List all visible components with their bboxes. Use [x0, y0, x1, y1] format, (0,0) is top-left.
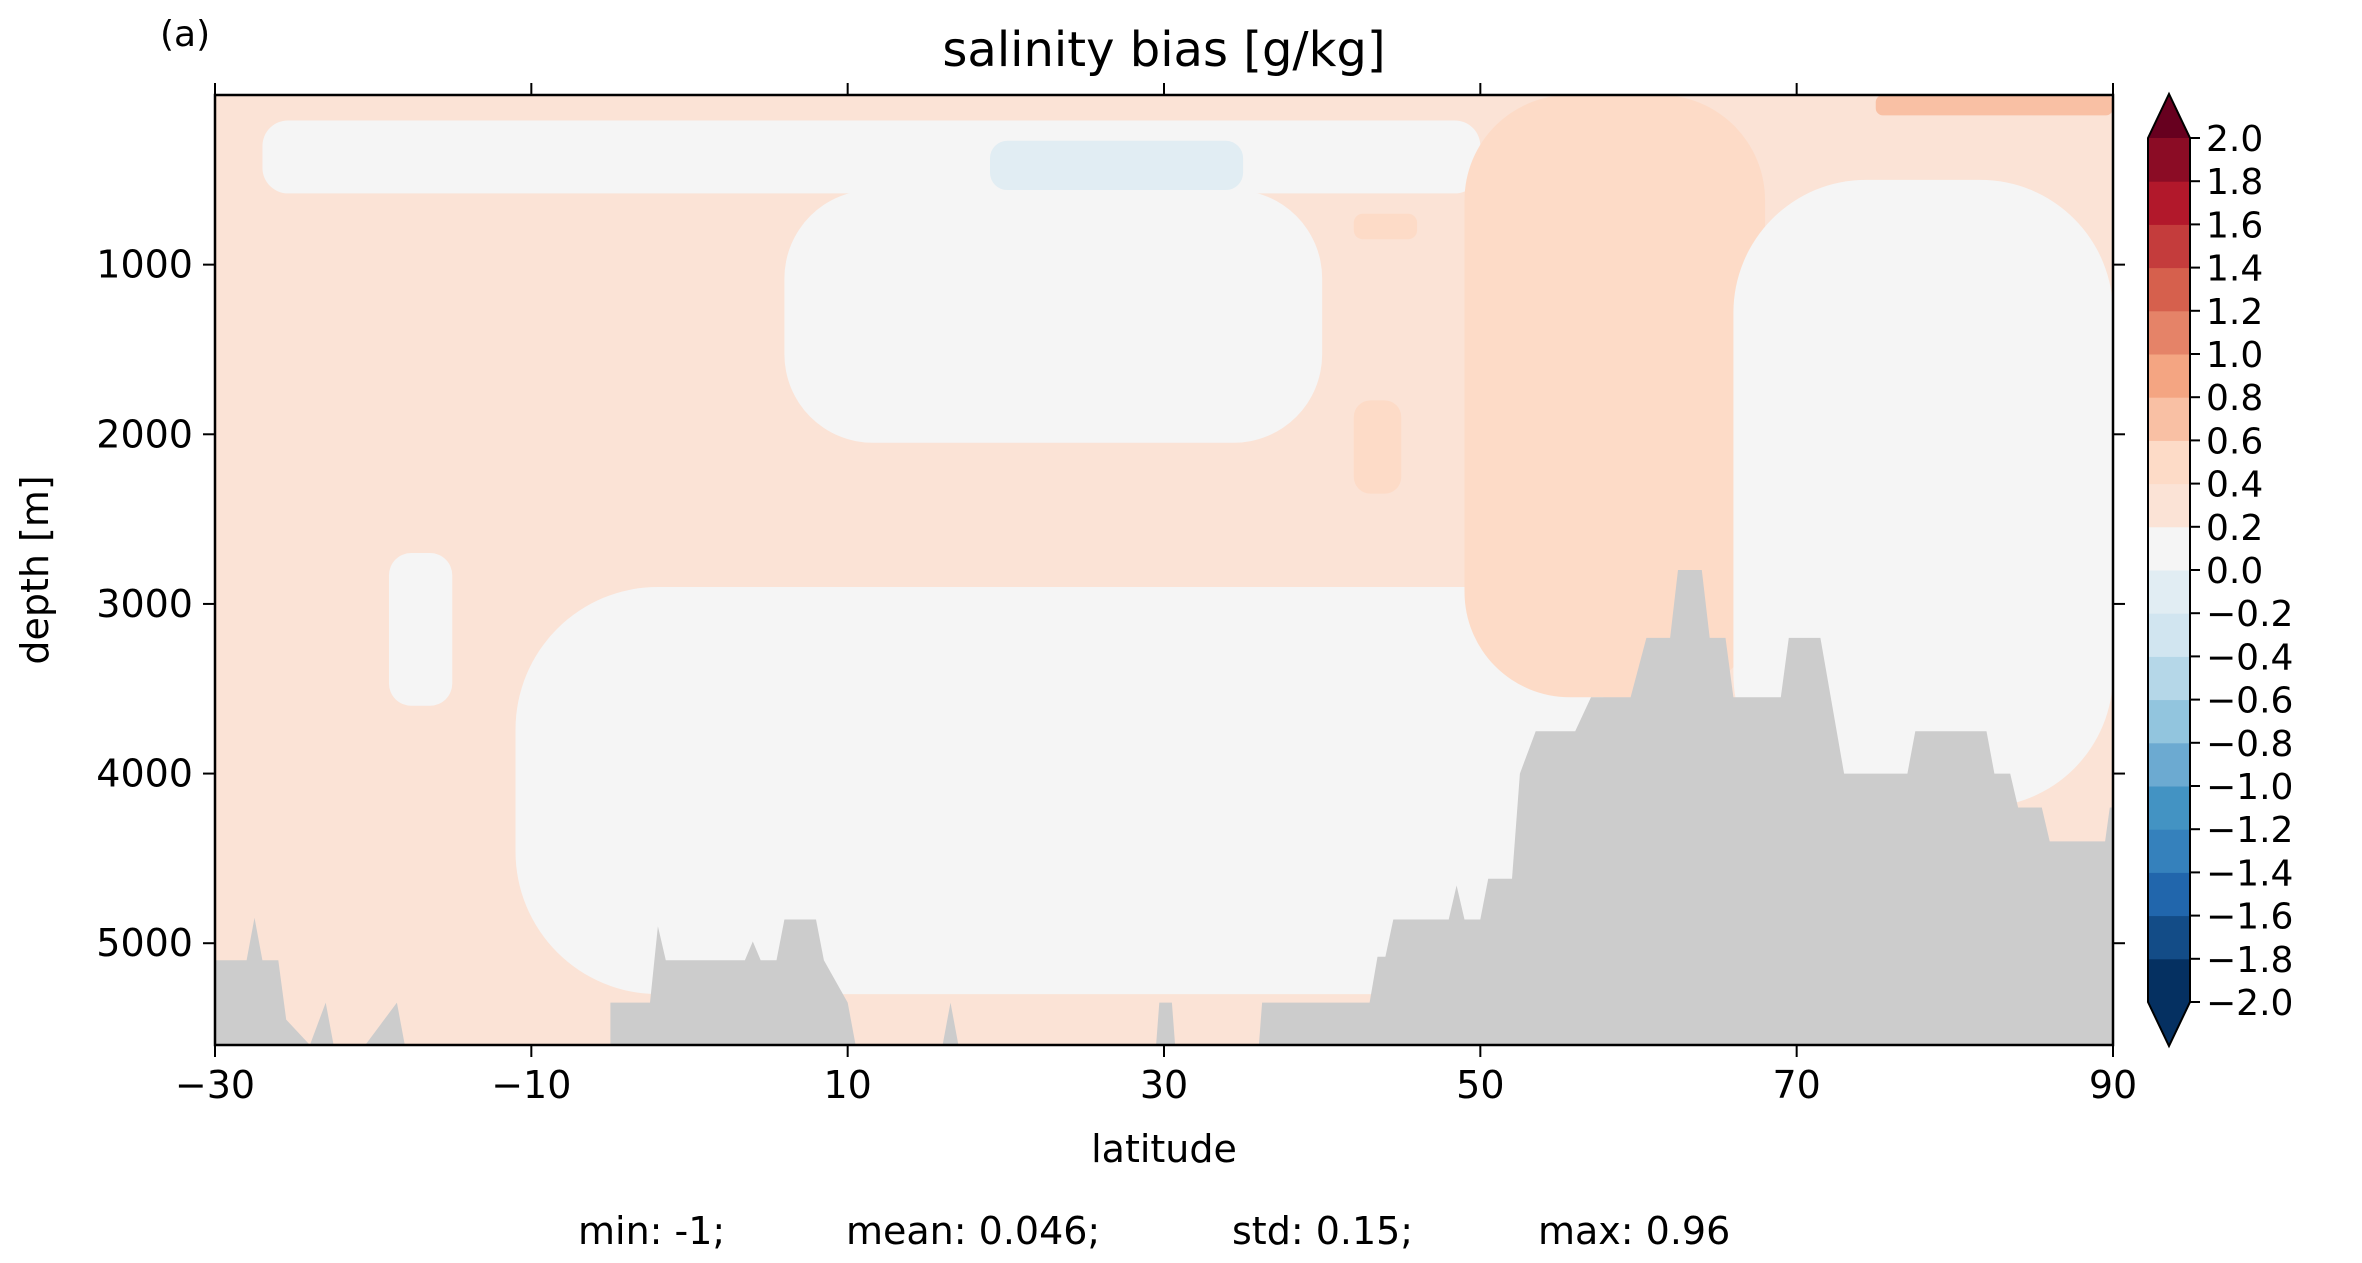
colorbar-tick-label: −1.2: [2206, 810, 2293, 851]
y-axis: 1000 2000 3000 4000 5000: [96, 243, 2125, 965]
contour-region: [1733, 179, 2113, 808]
colorbar-tick-label: −1.8: [2206, 940, 2293, 981]
colorbar-tick-label: −1.0: [2206, 767, 2293, 808]
colorbar-tick-label: 0.2: [2206, 508, 2263, 549]
x-axis-label: latitude: [1091, 1127, 1237, 1171]
y-tick-label: 1000: [96, 243, 193, 287]
colorbar-segment: [2148, 829, 2190, 873]
chart-title: salinity bias [g/kg]: [942, 22, 1385, 78]
contour-region: [1353, 400, 1402, 494]
colorbar-tick-label: 1.6: [2206, 205, 2263, 246]
x-tick-label: −30: [175, 1063, 255, 1107]
colorbar-segment: [2148, 699, 2190, 744]
x-tick-label: 30: [1140, 1063, 1188, 1107]
x-tick-label: 70: [1772, 1063, 1820, 1107]
colorbar-segment: [2148, 354, 2190, 398]
x-tick-label: 10: [823, 1063, 871, 1107]
colorbar-segment: [2148, 613, 2190, 657]
stat-mean: mean: 0.046;: [846, 1209, 1100, 1253]
colorbar-segment: [2148, 138, 2190, 182]
x-tick-label: 90: [2089, 1063, 2137, 1107]
colorbar-tick-label: 0.6: [2206, 421, 2263, 462]
panel-label: (a): [160, 14, 210, 55]
colorbar-segment: [2148, 872, 2190, 917]
colorbar-tick-label: −2.0: [2206, 983, 2293, 1024]
y-tick-label: 3000: [96, 582, 193, 626]
colorbar-segment: [2148, 267, 2190, 312]
contour-region: [515, 586, 1607, 995]
contour-region: [1353, 213, 1418, 240]
contour-region: [1464, 95, 1766, 698]
contour-region: [1875, 95, 2113, 116]
colorbar-segment: [2148, 742, 2190, 787]
contour-region: [262, 120, 1481, 194]
contour-region: [990, 140, 1244, 190]
x-axis: −30 −10 10 30 50 70 90: [175, 83, 2137, 1107]
x-tick-label: −10: [491, 1063, 571, 1107]
colorbar-segment: [2148, 958, 2190, 1003]
contour-fill-layer: [215, 95, 2113, 1045]
colorbar-segment: [2148, 397, 2190, 441]
contour-region: [388, 553, 453, 706]
colorbar-tick-label: −0.6: [2206, 681, 2293, 722]
colorbar-segment: [2148, 786, 2190, 830]
colorbar-segment: [2148, 483, 2190, 528]
colorbar-tick-label: −1.4: [2206, 853, 2293, 894]
stat-max: max: 0.96: [1538, 1209, 1730, 1253]
plot-area: [215, 95, 2113, 1045]
colorbar-tick-label: 1.2: [2206, 292, 2263, 333]
colorbar-tick-label: 0.4: [2206, 465, 2263, 506]
y-axis-label: depth [m]: [13, 475, 57, 664]
colorbar-tick-label: −0.8: [2206, 724, 2293, 765]
colorbar-tick-label: −0.4: [2206, 637, 2293, 678]
colorbar-extend-max: [2148, 94, 2190, 138]
colorbar-tick-label: −0.2: [2206, 594, 2293, 635]
colorbar-tick-label: 2.0: [2206, 119, 2263, 160]
x-tick-label: 50: [1456, 1063, 1504, 1107]
stat-std: std: 0.15;: [1232, 1209, 1413, 1253]
y-tick-label: 2000: [96, 412, 193, 456]
colorbar-segment: [2148, 656, 2190, 701]
colorbar: −2.0−1.8−1.6−1.4−1.2−1.0−0.8−0.6−0.4−0.2…: [2147, 91, 2293, 1049]
y-tick-label: 4000: [96, 752, 193, 796]
colorbar-tick-label: 0.0: [2206, 551, 2263, 592]
colorbar-segment: [2148, 310, 2190, 355]
colorbar-tick-label: 1.4: [2206, 249, 2263, 290]
colorbar-tick-label: −1.6: [2206, 897, 2293, 938]
statistics-line: min: -1; mean: 0.046; std: 0.15; max: 0.…: [578, 1209, 1730, 1253]
colorbar-segment: [2148, 224, 2190, 269]
stat-min: min: -1;: [578, 1209, 725, 1253]
colorbar-segment: [2148, 181, 2190, 225]
contour-region: [784, 190, 1323, 443]
land-mask: [215, 570, 2113, 1045]
colorbar-tick-label: 0.8: [2206, 378, 2263, 419]
y-tick-label: 5000: [96, 921, 193, 965]
colorbar-extend-min: [2148, 1002, 2190, 1046]
colorbar-tick-label: 1.8: [2206, 162, 2263, 203]
colorbar-segment: [2148, 570, 2190, 614]
colorbar-tick-label: 1.0: [2206, 335, 2263, 376]
colorbar-segment: [2148, 526, 2190, 571]
colorbar-segment: [2148, 915, 2190, 960]
colorbar-segment: [2148, 440, 2190, 485]
